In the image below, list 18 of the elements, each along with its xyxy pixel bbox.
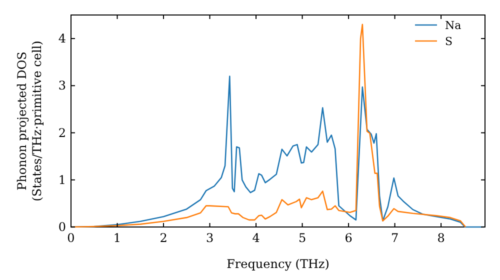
x-axis-title: Frequency (THz) xyxy=(226,257,330,271)
x-tick-label: 6 xyxy=(344,231,352,245)
y-tick-label: 2 xyxy=(58,126,66,140)
y-tick-label: 3 xyxy=(58,78,66,93)
y-tick-label: 4 xyxy=(58,32,66,46)
x-tick-label: 4 xyxy=(252,231,260,245)
y-tick-label: 1 xyxy=(58,172,66,187)
x-tick-label: 2 xyxy=(160,231,168,245)
x-tick-label: 8 xyxy=(437,231,445,245)
x-tick-label: 5 xyxy=(298,231,306,245)
legend-label: S xyxy=(445,35,453,48)
y-tick-label: 0 xyxy=(58,220,66,234)
legend-label: Na xyxy=(445,19,462,32)
x-tick-label: 3 xyxy=(206,231,214,245)
x-tick-label: 7 xyxy=(390,231,399,245)
x-tick-label: 1 xyxy=(113,231,122,245)
x-tick-label: 0 xyxy=(67,231,75,245)
y-axis-title: Phonon projected DOS (States/THz·primitive cell) xyxy=(15,40,44,202)
